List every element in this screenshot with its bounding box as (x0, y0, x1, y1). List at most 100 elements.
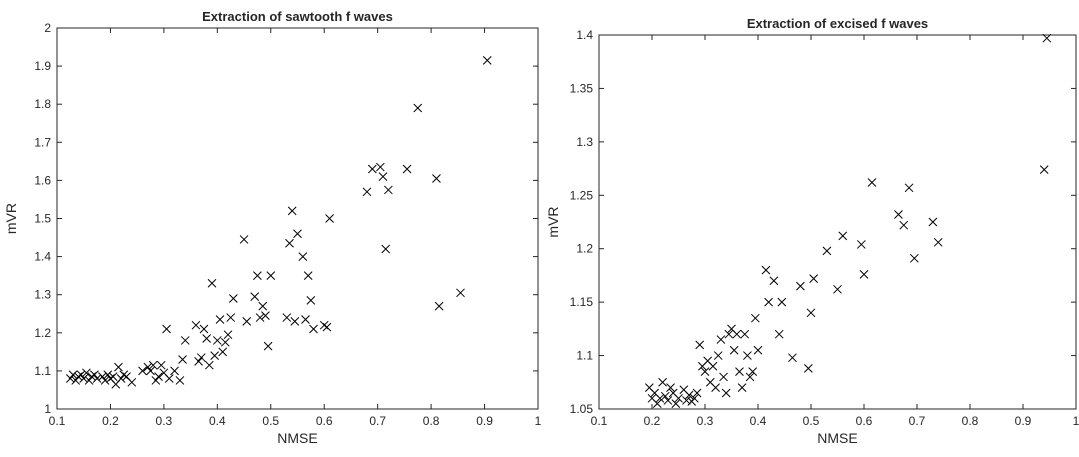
y-tick-label: 1.6 (34, 173, 51, 187)
x-tick-label: 0.3 (697, 414, 714, 428)
data-point (735, 367, 744, 376)
data-point (191, 320, 201, 330)
x-tick-label: 0.6 (316, 414, 333, 428)
data-point (298, 252, 308, 261)
data-point (716, 335, 726, 344)
x-tick-label: 0.2 (102, 414, 119, 428)
x-axis-label: NMSE (817, 430, 857, 446)
data-point (859, 270, 869, 279)
data-point (381, 244, 391, 254)
data-point (708, 361, 718, 371)
data-point (933, 237, 943, 247)
data-point (666, 383, 675, 392)
y-tick-label: 1.3 (34, 288, 51, 302)
data-point (162, 324, 171, 334)
data-point (788, 353, 797, 363)
data-point (325, 214, 334, 223)
data-point (170, 366, 179, 376)
x-tick-label: 0.1 (591, 414, 608, 428)
y-tick-label: 1.7 (34, 135, 51, 149)
data-point (293, 229, 302, 239)
data-point (218, 347, 228, 357)
data-point (434, 301, 444, 311)
data-point (1042, 33, 1052, 43)
y-tick-label: 1.4 (576, 28, 593, 42)
y-tick-label: 2 (44, 21, 51, 35)
data-point (803, 364, 813, 373)
data-point (682, 396, 691, 405)
data-point (700, 367, 710, 376)
data-point (303, 271, 313, 281)
y-axis-label: mVR (545, 206, 561, 237)
data-point (867, 178, 877, 187)
y-tick-label: 1.05 (570, 402, 594, 416)
data-point (119, 370, 129, 380)
data-point (745, 372, 755, 382)
data-point (202, 334, 211, 343)
data-point (378, 172, 388, 181)
chart-sawtooth: Extraction of sawtooth f waves 0.1 0.2 0.3 0… (3, 9, 542, 446)
y-tick-label: 1.1 (34, 364, 51, 378)
data-point (229, 294, 238, 303)
data-point (253, 271, 262, 281)
data-point (655, 393, 665, 403)
data-point (838, 231, 848, 241)
data-point (719, 372, 728, 382)
data-point (761, 265, 771, 275)
data-point (692, 388, 702, 398)
chart-excised: Extraction of excised f waves 0.1 0.2 0.3 0.… (545, 16, 1079, 446)
data-point (76, 370, 86, 380)
data-point (226, 313, 236, 322)
data-point (695, 340, 705, 350)
data-point (116, 374, 126, 383)
data-point (732, 329, 742, 339)
x-tick-label: 0.7 (909, 414, 926, 428)
data-point (100, 376, 110, 385)
data-point (367, 164, 377, 174)
data-point (175, 376, 185, 385)
x-tick-label: 0.6 (856, 414, 873, 428)
data-point (266, 271, 276, 281)
data-point (729, 345, 739, 355)
data-point (384, 185, 393, 195)
data-point (258, 301, 268, 311)
data-point (375, 162, 385, 172)
x-axis-label: NMSE (277, 430, 317, 446)
data-point (79, 374, 89, 383)
y-tick-label: 1.35 (570, 81, 594, 95)
data-point (250, 292, 260, 301)
data-point (1039, 165, 1049, 174)
x-tick-label: 0.5 (803, 414, 820, 428)
data-point (402, 164, 412, 174)
data-point (223, 330, 233, 340)
x-tick-label: 0.5 (262, 414, 279, 428)
y-tick-label: 1.3 (576, 135, 593, 149)
data-point (90, 370, 99, 380)
y-tick-label: 1.1 (576, 349, 593, 363)
y-tick-label: 1.4 (34, 250, 51, 264)
plot-area (56, 27, 539, 410)
data-point (724, 329, 734, 339)
data-point (87, 372, 97, 381)
data-point (156, 360, 166, 370)
data-point (674, 393, 683, 403)
data-point (711, 383, 720, 392)
data-point (215, 315, 225, 324)
data-point (108, 372, 118, 381)
y-tick-label: 1.9 (34, 59, 51, 73)
data-point (138, 366, 147, 376)
x-tick-label: 0.9 (476, 414, 493, 428)
data-point (180, 336, 190, 345)
chart-title: Extraction of sawtooth f waves (202, 9, 393, 24)
data-point (154, 372, 163, 381)
data-point (652, 399, 662, 409)
data-point (285, 238, 294, 248)
data-point (740, 329, 750, 339)
data-point (684, 390, 694, 400)
x-tick-label: 1 (1073, 414, 1079, 428)
data-point (806, 308, 816, 318)
data-point (774, 329, 784, 339)
data-point (894, 210, 903, 219)
data-point (690, 393, 699, 403)
